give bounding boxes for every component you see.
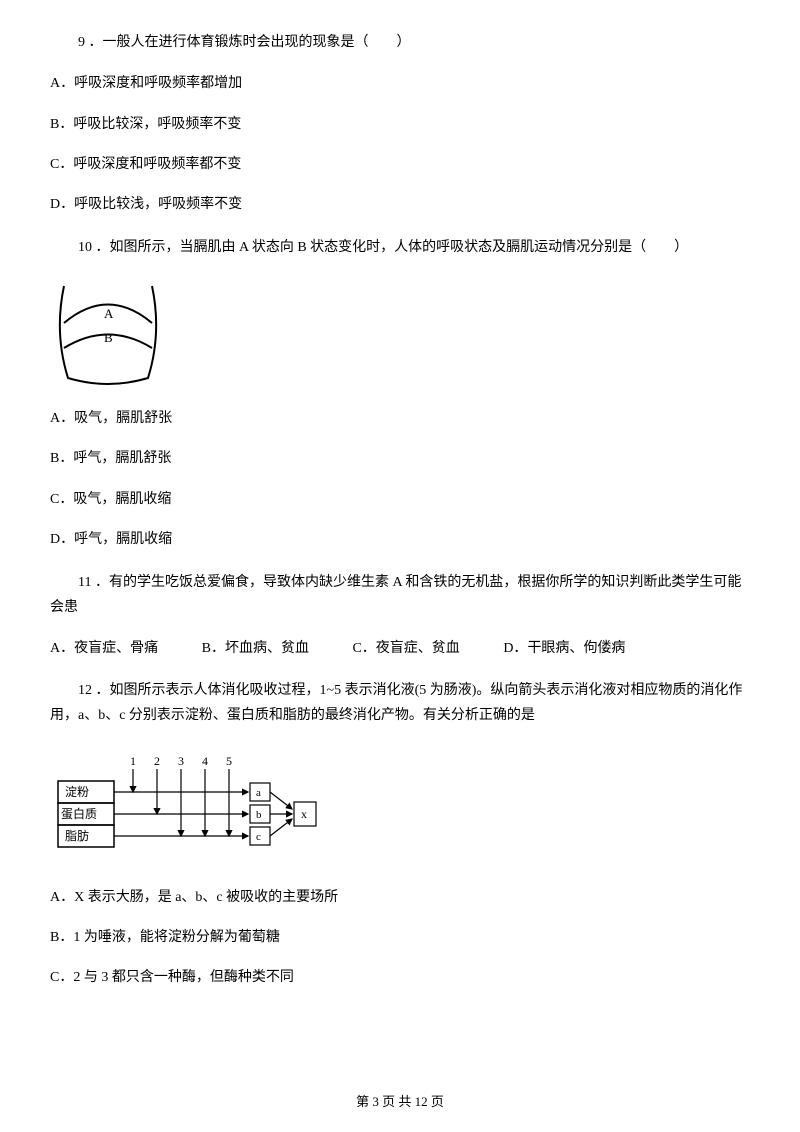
q12-option-c: C．2 与 3 都只含一种酶，但酶种类不同 (50, 967, 750, 989)
q12-num-5: 5 (226, 754, 232, 768)
q9-option-d: D．呼吸比较浅，呼吸频率不变 (50, 194, 750, 216)
q9-option-a: A．呼吸深度和呼吸频率都增加 (50, 73, 750, 95)
q11-option-d: D．干眼病、佝偻病 (503, 641, 625, 656)
page-footer: 第 3 页 共 12 页 (0, 1091, 800, 1110)
q12-option-a: A．X 表示大肠，是 a、b、c 被吸收的主要场所 (50, 887, 750, 909)
q9-stem: 9 ．一般人在进行体育锻炼时会出现的现象是（ ） (50, 30, 750, 55)
q12-stem: 12 ．如图所示表示人体消化吸收过程，1~5 表示消化液(5 为肠液)。纵向箭头… (50, 678, 750, 728)
q12-num-1: 1 (130, 754, 136, 768)
q11-option-a: A．夜盲症、骨痛 (50, 641, 158, 656)
q12-abc-c: c (256, 831, 261, 843)
q12-abc-b: b (256, 809, 262, 821)
q10-option-c: C．吸气，膈肌收缩 (50, 489, 750, 511)
q10-label-a: A (104, 306, 114, 321)
q10-figure: A B (50, 278, 170, 388)
q11-stem: 11 ．有的学生吃饭总爱偏食，导致体内缺少维生素 A 和含铁的无机盐，根据你所学… (50, 570, 750, 620)
q9-option-c: C．呼吸深度和呼吸频率都不变 (50, 154, 750, 176)
q12-abc-a: a (256, 787, 261, 799)
q12-row-3: 脂肪 (65, 828, 89, 843)
q12-option-b: B．1 为唾液，能将淀粉分解为葡萄糖 (50, 927, 750, 949)
q12-num-4: 4 (202, 754, 208, 768)
q12-figure: 淀粉 蛋白质 脂肪 1 2 3 4 5 a b c x (50, 747, 330, 867)
q12-x: x (301, 807, 307, 821)
q10-label-b: B (104, 330, 113, 345)
q12-num-2: 2 (154, 754, 160, 768)
q11-option-b: B．坏血病、贫血 (202, 641, 309, 656)
q12-num-3: 3 (178, 754, 184, 768)
q11-option-c: C．夜盲症、贫血 (352, 641, 459, 656)
q10-option-d: D．呼气，膈肌收缩 (50, 529, 750, 551)
q11-options: A．夜盲症、骨痛 B．坏血病、贫血 C．夜盲症、贫血 D．干眼病、佝偻病 (50, 638, 750, 660)
q12-row-2: 蛋白质 (61, 806, 97, 821)
q12-row-1: 淀粉 (65, 785, 89, 799)
q10-stem: 10 ．如图所示，当膈肌由 A 状态向 B 状态变化时，人体的呼吸状态及膈肌运动… (50, 235, 750, 260)
q10-option-b: B．呼气，膈肌舒张 (50, 448, 750, 470)
q9-option-b: B．呼吸比较深，呼吸频率不变 (50, 114, 750, 136)
q10-option-a: A．吸气，膈肌舒张 (50, 408, 750, 430)
